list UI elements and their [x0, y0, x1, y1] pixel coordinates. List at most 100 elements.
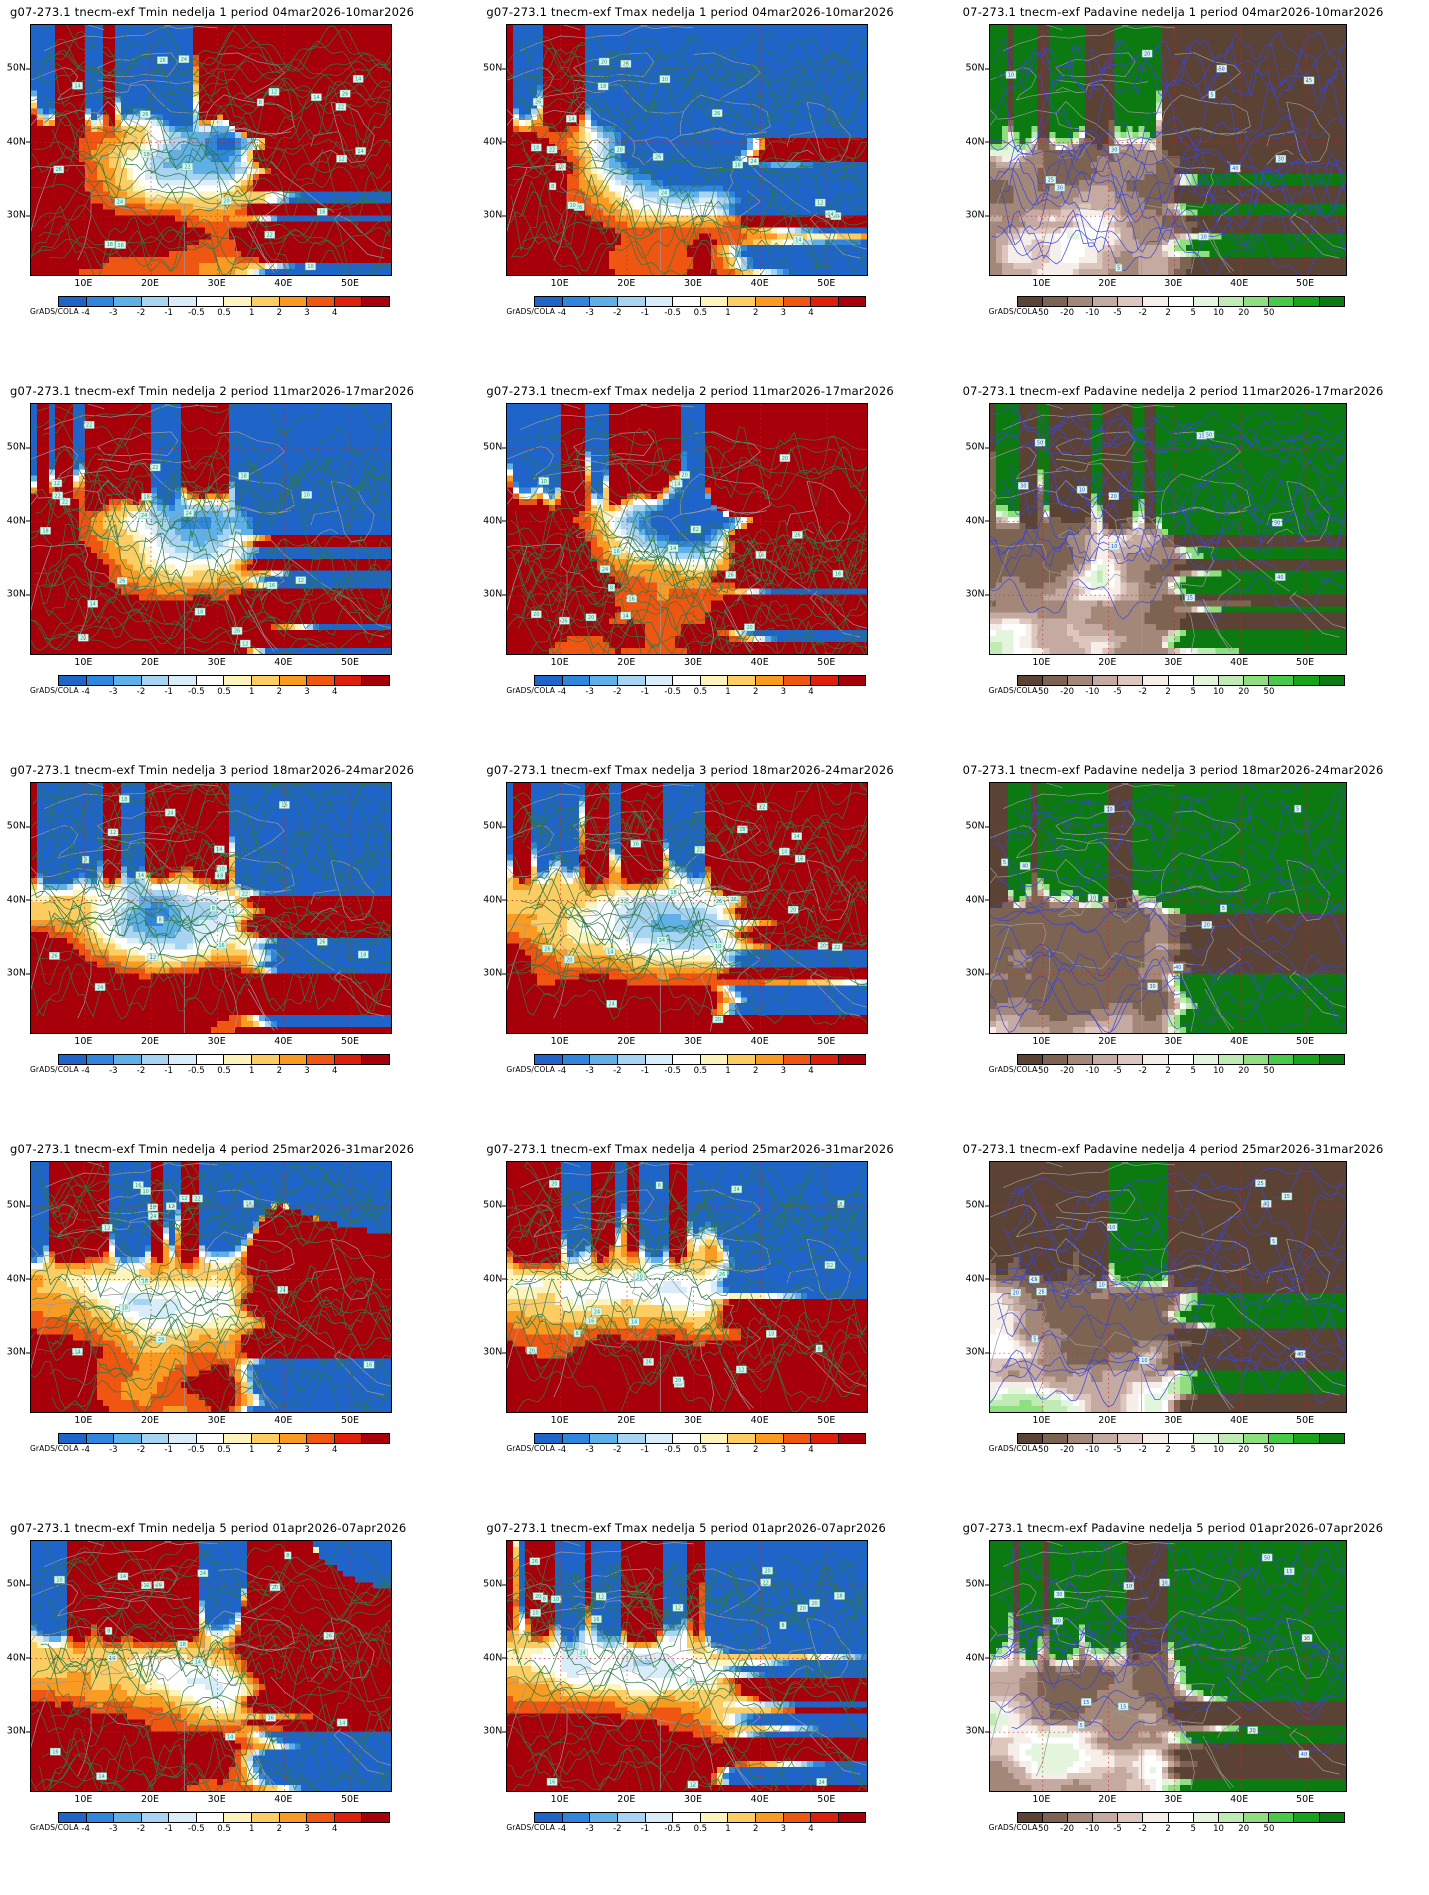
colorbar-tick-label: -2	[613, 1824, 621, 1834]
panel-title: 07-273.1 tnecm-exf Padavine nedelja 2 pe…	[963, 384, 1384, 398]
colorbar-swatch	[307, 676, 335, 685]
colorbar-swatch	[1168, 1434, 1194, 1443]
svg-text:18: 18	[143, 152, 149, 158]
colorbar-swatch	[1218, 297, 1245, 306]
colorbar-swatch	[755, 1813, 784, 1822]
colorbar-tick-label: -4	[81, 1445, 89, 1455]
colorbar-swatch	[362, 297, 389, 306]
map-plot-area[interactable]: 5 10 10 40 20 25 10 15 5 15 25 40	[988, 1161, 1347, 1413]
lon-tick-label: 20E	[141, 278, 159, 289]
lat-lon-gridlines	[989, 404, 1346, 654]
colorbar-tick-label: -3	[109, 308, 117, 318]
isotherm-contours	[507, 1162, 868, 1412]
map-plot-area[interactable]: 24 16 16 24 18 18 14 24 10 22 18 12 12 12 10	[30, 1161, 392, 1413]
lon-axis: 10E 20E 30E 40E 50E	[506, 1794, 866, 1808]
lon-tick-label: 40E	[274, 1036, 292, 1047]
colorbar-swatch	[645, 1434, 674, 1443]
map-plot-area[interactable]: 12 14 16 14 10 26 8 18 10 20 14 20 16 24 14 14 8	[30, 1540, 392, 1792]
map-plot-area[interactable]: 14 20 16 26 24 20 20 20 14 10 8 16 14 16 22 26 16 20 26	[506, 403, 869, 655]
colorbar-tick-label: 20	[1238, 1445, 1249, 1455]
colorbar-swatch	[1319, 297, 1344, 306]
colorbar-swatch	[59, 1055, 87, 1064]
colorbar-tick-label: -3	[585, 1445, 593, 1455]
map-plot-area[interactable]: 22 16 14 16 20 14 20 24 26 20 20 10 18 26 12 10 24 22 22 26…	[506, 782, 869, 1034]
colorbar-swatch	[1269, 1434, 1295, 1443]
colorbar-tick-label: 5	[1191, 308, 1196, 318]
colorbar-tick-label: -0.5	[664, 1066, 681, 1076]
colorbar-tick-label: 3	[304, 1066, 309, 1076]
colorbar-tick-label: -20	[1060, 1824, 1074, 1834]
colorbar-swatch	[252, 1055, 280, 1064]
map-plot-area[interactable]: 1024202020268882026824122214141016	[506, 1161, 869, 1413]
map-plot-area[interactable]: 16 10 18 22 26 22 8 14 12 20 24 14 26 22 14 18 26 26 12 16 2…	[30, 24, 392, 276]
colorbar-swatch	[334, 1434, 363, 1443]
lat-tick-label: 40N	[483, 1273, 508, 1284]
lon-tick-label: 40E	[274, 657, 292, 668]
lon-tick-label: 40E	[1230, 1036, 1248, 1047]
panel-title: g07-273.1 tnecm-exf Tmin nedelja 4 perio…	[10, 1142, 414, 1156]
lon-tick-label: 40E	[751, 657, 769, 668]
lat-tick-label: 30N	[483, 589, 508, 600]
colorbar-tick-label: 10	[1213, 308, 1224, 318]
map-plot-area[interactable]: 26 12 26 10 14 24 10 10 24 8 20 26 18 10 26 14 18 22 14 20 1…	[506, 24, 869, 276]
lon-axis: 10E 20E 30E 40E 50E	[30, 1415, 390, 1429]
colorbar-swatch	[645, 1055, 674, 1064]
colorbar-swatch	[590, 1434, 619, 1443]
lon-tick-label: 50E	[341, 1794, 359, 1805]
colorbar-tick-label: -2	[613, 687, 621, 697]
lon-tick-label: 50E	[817, 1415, 835, 1426]
lon-tick-label: 30E	[684, 1036, 702, 1047]
lon-tick-label: 30E	[208, 1036, 226, 1047]
colorbar-tick-label: -0.5	[188, 687, 205, 697]
colorbar-swatch	[1244, 676, 1270, 685]
colorbar-tick-label: -0.5	[188, 1066, 205, 1076]
colorbar-swatches	[1016, 296, 1345, 307]
grads-credit-label: GrADS/COLA	[30, 1444, 79, 1453]
colorbar-ticks: -4 -3 -2 -1 -0.5 0.5 1 2 3 4	[534, 1066, 866, 1078]
map-plot-area[interactable]: 12 22 18 14 18 26 22 24 22 16 10 18 12 24 20 12 22 26 18	[30, 403, 392, 655]
lat-tick-label: 50N	[483, 442, 508, 453]
map-plot-area[interactable]: 15 50 15 10 20 50 30 40 10 50	[988, 403, 1347, 655]
lon-tick-label: 40E	[1230, 1415, 1248, 1426]
panel-title: g07-273.1 tnecm-exf Tmin nedelja 1 perio…	[10, 5, 414, 19]
colorbar-tick-label: -2	[613, 1445, 621, 1455]
panel-padavine-week-4: 07-273.1 tnecm-exf Padavine nedelja 4 pe…	[953, 1137, 1429, 1516]
map-plot-area[interactable]: 24 18 16 12 14 14 12 10 8 22 24 26 12 18 16 26 8 8 18	[30, 782, 392, 1034]
isotherm-contours	[507, 783, 868, 1025]
colorbar-tick-label: -3	[585, 1066, 593, 1076]
anomaly-raster	[989, 783, 1346, 1033]
colorbar-tick-label: -10	[1085, 1445, 1099, 1455]
colorbar-swatch	[1244, 1055, 1270, 1064]
colorbar-tick-label: 5	[1191, 1824, 1196, 1834]
lon-axis: 10E 20E 30E 40E 50E	[506, 1036, 866, 1050]
colorbar-tick-label: 2	[1165, 1445, 1170, 1455]
grads-credit-label: GrADS/COLA	[506, 307, 555, 316]
colorbar-tick-label: 3	[781, 687, 786, 697]
lon-tick-label: 50E	[817, 1794, 835, 1805]
colorbar-swatch	[838, 297, 866, 306]
contour-value-labels: 1024202020268882026824122214141016	[526, 1180, 845, 1388]
colorbar-swatch	[838, 1434, 866, 1443]
colorbar-swatch	[224, 1055, 253, 1064]
lon-tick-label: 10E	[1032, 1036, 1050, 1047]
colorbar-tick-label: -5	[1113, 1066, 1121, 1076]
map-plot-area[interactable]: 20 26 12 12 24 20 24 22 20 16 8 10 12 20 16 10 8 8 18	[506, 1540, 869, 1792]
lon-axis: 10E 20E 30E 40E 50E	[506, 1415, 866, 1429]
colorbar-tick-label: -3	[109, 1445, 117, 1455]
colorbar-temperature: GrADS/COLA -4 -3 -2 -1 -0.5 0.5 1 2 3 4	[506, 1812, 867, 1838]
colorbar-tick-label: -5	[1113, 308, 1121, 318]
lon-tick-label: 30E	[684, 657, 702, 668]
lon-tick-label: 30E	[1164, 278, 1182, 289]
map-plot-area[interactable]: 30 30 10 20 10 30 25 5 15 50 5 40	[988, 24, 1347, 276]
lat-lon-gridlines	[989, 1162, 1346, 1412]
map-plot-area[interactable]: 30 15 5 30 50 15 15 15 30 40 30 10	[988, 1540, 1347, 1792]
colorbar-tick-label: -0.5	[664, 1824, 681, 1834]
svg-text:26: 26	[56, 167, 62, 173]
colorbar-swatch	[196, 1813, 225, 1822]
map-plot-area[interactable]: 40 5 5 30 30 20 5 40 10	[988, 782, 1347, 1034]
colorbar-swatch	[535, 1434, 563, 1443]
colorbar-swatch	[811, 297, 839, 306]
colorbar-swatch	[811, 1813, 839, 1822]
